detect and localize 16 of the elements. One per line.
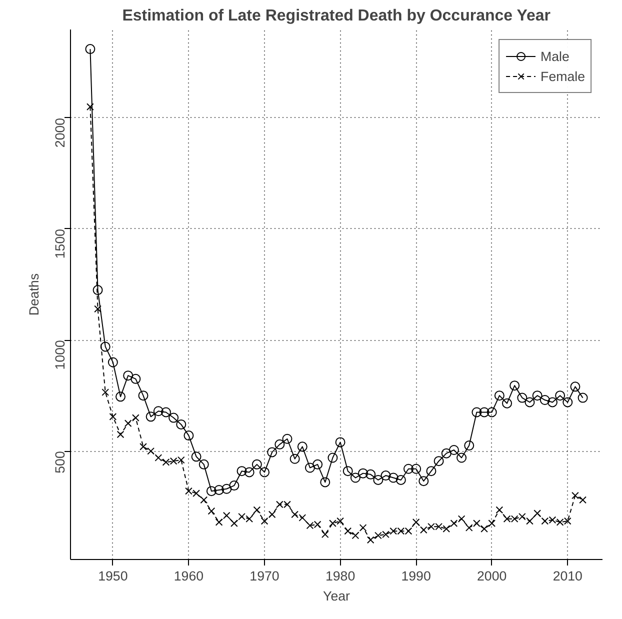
- legend-label: Male: [540, 48, 570, 64]
- x-tick-label: 1990: [401, 568, 431, 584]
- x-tick-label: 2000: [477, 568, 507, 584]
- y-tick-label: 500: [52, 451, 68, 474]
- x-tick-label: 2010: [552, 568, 582, 584]
- x-tick-label: 1970: [250, 568, 280, 584]
- x-tick-label: 1980: [325, 568, 356, 584]
- y-tick-label: 2000: [52, 118, 68, 148]
- x-tick-label: 1960: [174, 568, 204, 584]
- legend-label: Female: [540, 68, 585, 84]
- y-tick-label: 1500: [52, 228, 68, 259]
- chart-title: Estimation of Late Registrated Death by Occurance Year: [122, 8, 551, 24]
- y-tick-label: 1000: [52, 340, 68, 370]
- x-axis-title: Year: [323, 588, 351, 604]
- y-axis-title: Deaths: [26, 273, 42, 316]
- x-tick-label: 1950: [98, 568, 128, 584]
